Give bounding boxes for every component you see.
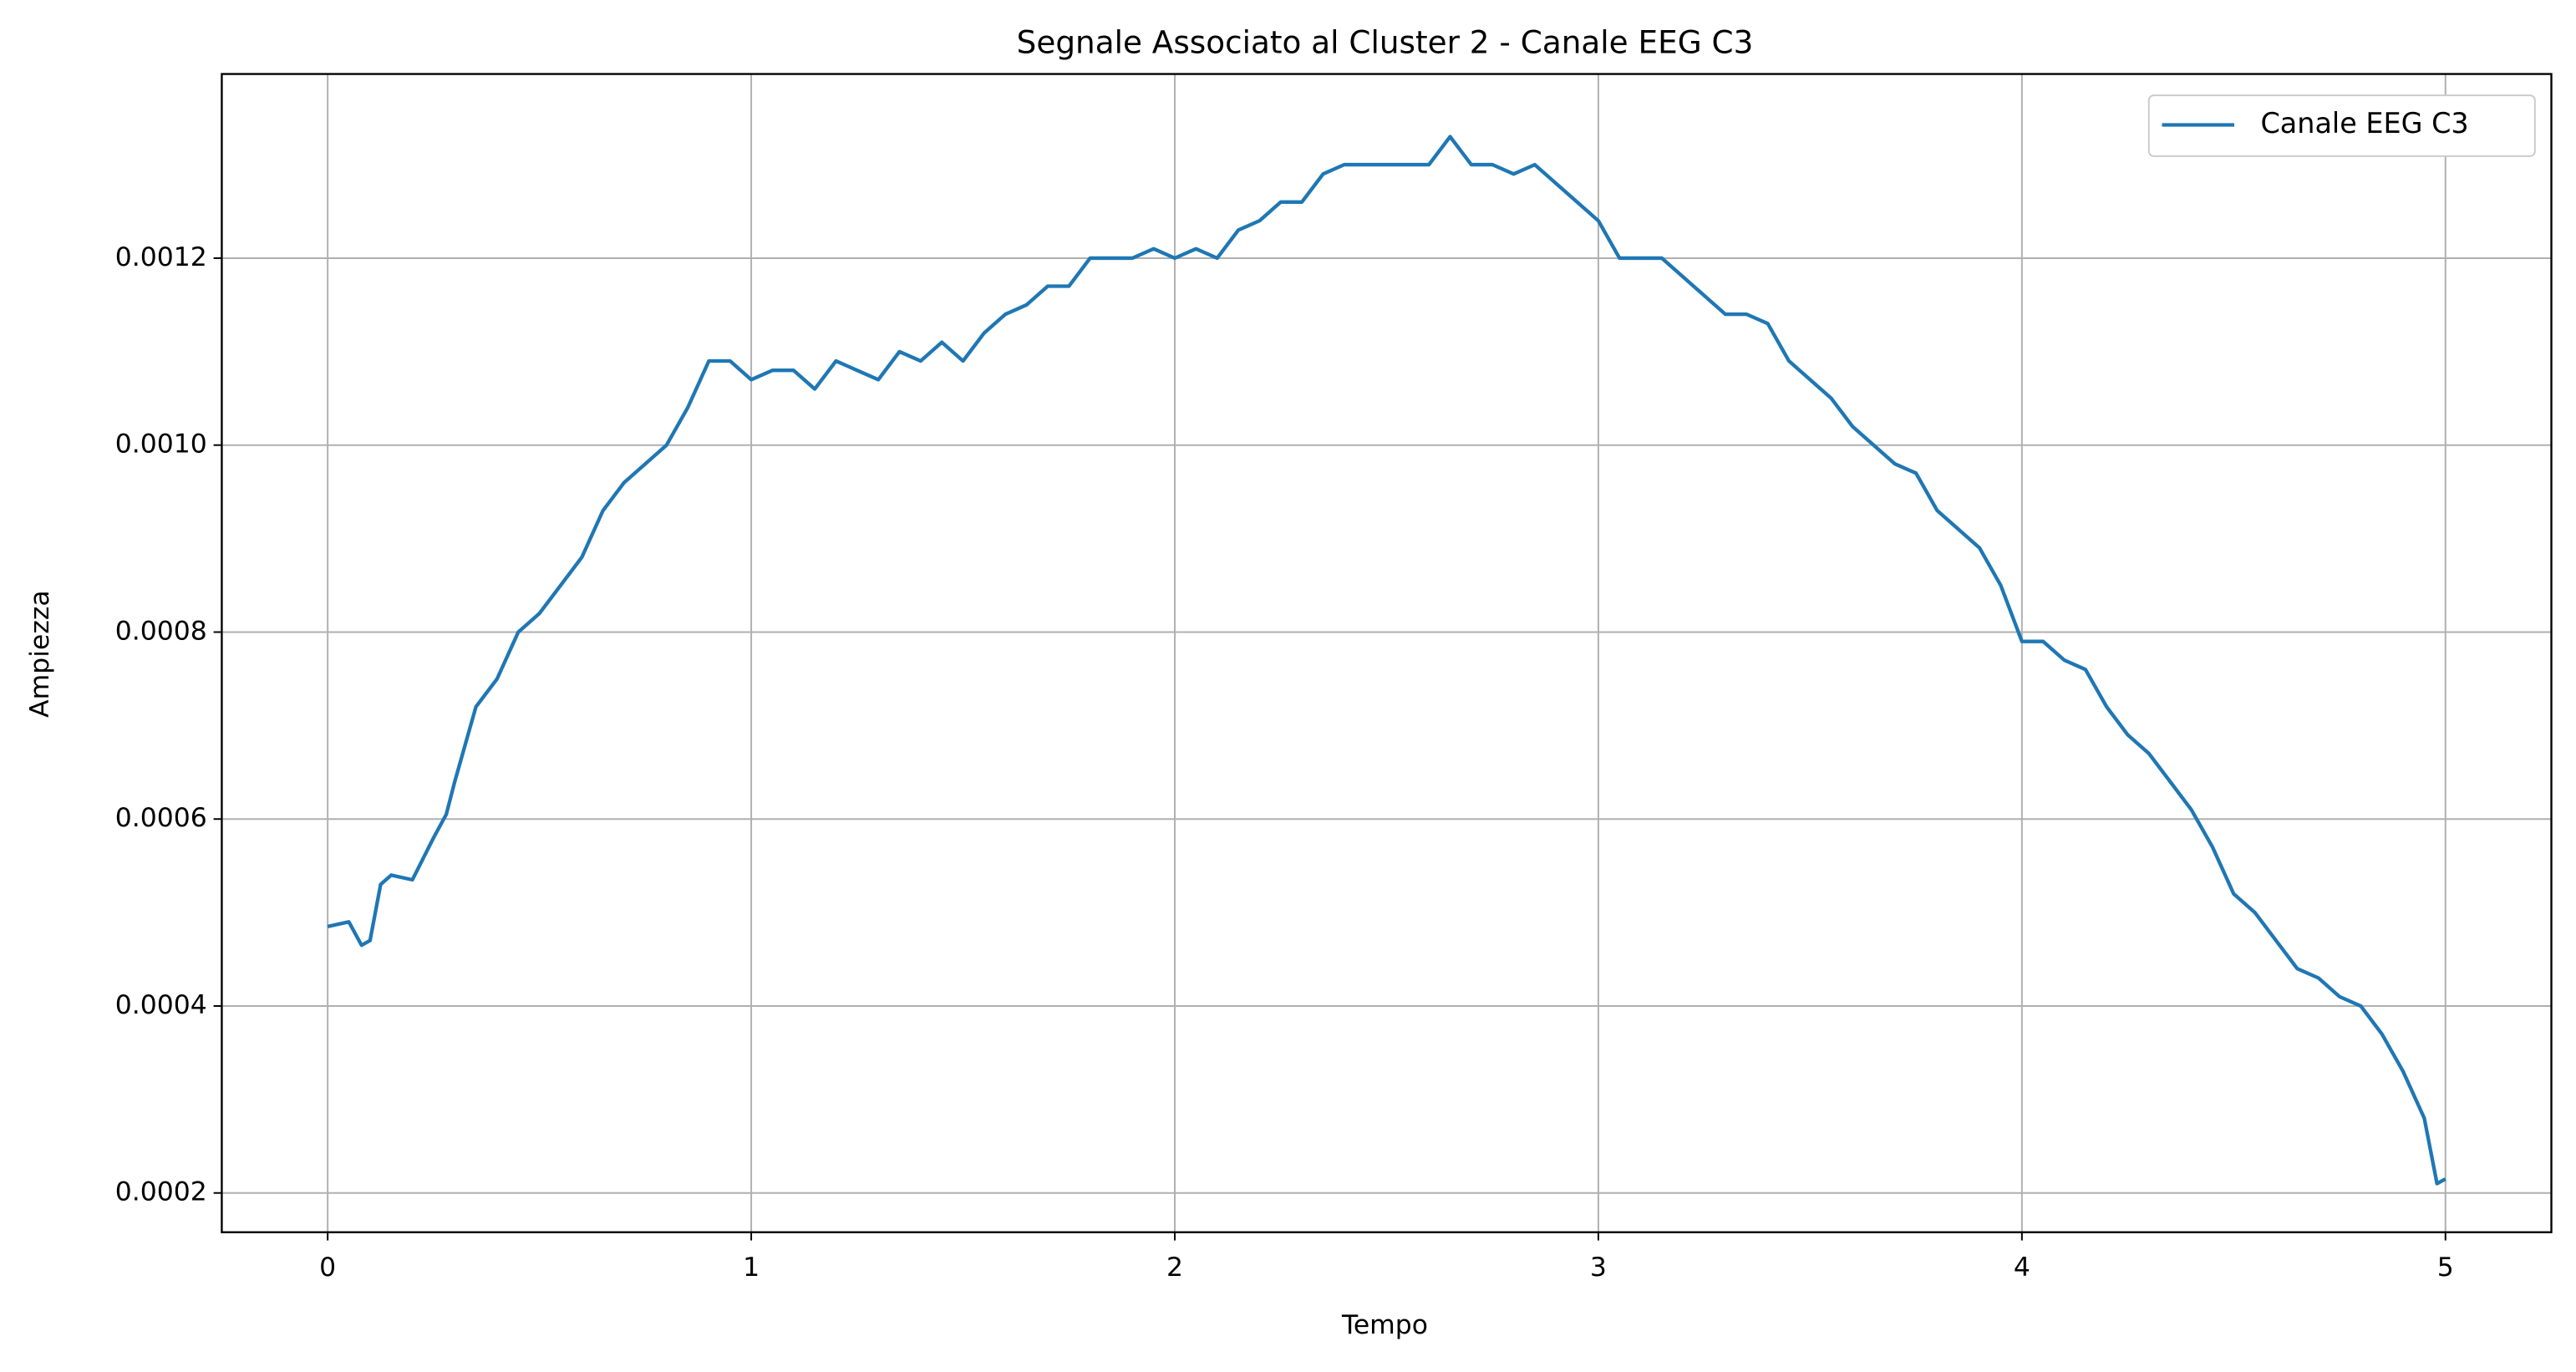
plot-frame bbox=[221, 73, 2553, 1233]
x-tick-label: 1 bbox=[743, 1253, 760, 1283]
y-tick-label: 0.0004 bbox=[115, 990, 207, 1020]
y-tick-label: 0.0006 bbox=[115, 803, 207, 833]
x-tick-label: 3 bbox=[1590, 1253, 1607, 1283]
x-tick-label: 4 bbox=[2014, 1253, 2030, 1283]
chart-title: Segnale Associato al Cluster 2 - Canale … bbox=[1017, 24, 1754, 61]
x-tick-label: 2 bbox=[1166, 1253, 1183, 1283]
x-axis-label: Tempo bbox=[1341, 1310, 1428, 1340]
x-tick-label: 0 bbox=[319, 1253, 336, 1283]
y-tick-label: 0.0008 bbox=[115, 616, 207, 646]
y-axis-label: Ampiezza bbox=[25, 590, 55, 717]
y-tick-label: 0.0002 bbox=[115, 1177, 207, 1207]
legend-box bbox=[2147, 94, 2536, 157]
data-line bbox=[327, 135, 2446, 1186]
y-tick-label: 0.0012 bbox=[115, 242, 207, 272]
x-tick-label: 5 bbox=[2437, 1253, 2454, 1283]
legend-label: Canale EEG C3 bbox=[2260, 107, 2468, 140]
y-tick-label: 0.0010 bbox=[115, 429, 207, 460]
